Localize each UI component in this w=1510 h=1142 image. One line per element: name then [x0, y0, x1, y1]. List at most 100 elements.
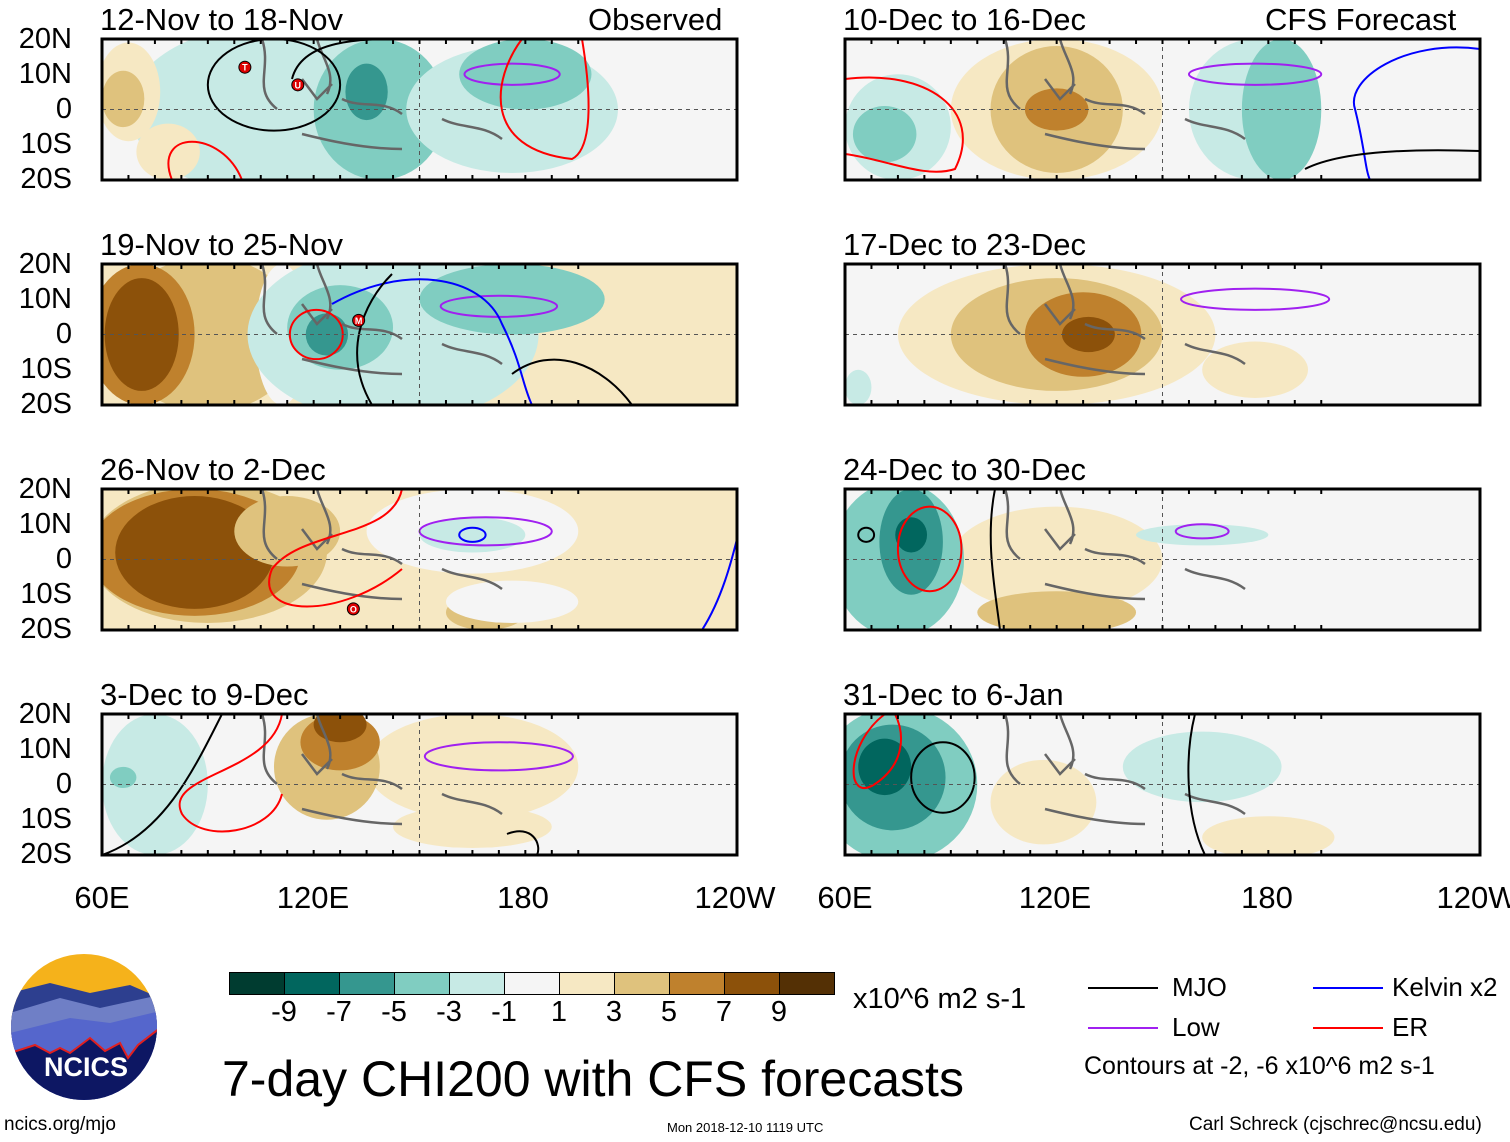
- anomaly-region: [419, 517, 526, 553]
- panel-title: 31-Dec to 6-Jan: [843, 677, 1064, 712]
- lat-label: 20N: [18, 248, 72, 280]
- colorbar-swatch: [670, 973, 725, 994]
- lon-label: 120W: [1436, 880, 1510, 915]
- contour-line: [1187, 714, 1206, 855]
- lat-label: 20S: [20, 613, 72, 645]
- lon-label: 180: [497, 880, 549, 915]
- lat-label: 10N: [18, 733, 72, 765]
- contour-line: [167, 140, 243, 180]
- lon-label: 120E: [276, 880, 350, 915]
- legend-label-mjo: MJO: [1172, 972, 1227, 1002]
- colorbar-tick-label: -7: [326, 996, 352, 1028]
- lon-label: 120E: [1018, 880, 1092, 915]
- anomaly-region: [858, 738, 912, 796]
- colorbar-units: x10^6 m2 s-1: [853, 983, 1027, 1015]
- contour-line: [463, 62, 561, 86]
- colorbar-swatch: [395, 973, 450, 994]
- legend-label-er: ER: [1392, 1012, 1429, 1042]
- contour-line: [268, 489, 403, 608]
- colorbar-tick-label: -9: [271, 996, 297, 1028]
- colorbar-tick-label: 1: [550, 996, 568, 1028]
- contour-line: [989, 489, 1001, 630]
- anomaly-region: [1136, 524, 1269, 546]
- author-credit: Carl Schreck (cjschrec@ncsu.edu): [1189, 1114, 1482, 1135]
- anomaly-region: [445, 580, 579, 623]
- colorbar-tick-label: 3: [605, 996, 623, 1028]
- anomaly-region: [115, 496, 274, 609]
- lon-label: 60E: [74, 880, 130, 915]
- storm-marker: T: [238, 60, 252, 74]
- anomaly-region: [1202, 816, 1335, 855]
- anomaly-region: [102, 714, 208, 855]
- anomaly-region: [345, 63, 388, 121]
- contour-line: [331, 278, 533, 405]
- contour-line: [178, 714, 283, 833]
- colorbar-swatch: [505, 973, 560, 994]
- panel-title: 19-Nov to 25-Nov: [100, 227, 343, 262]
- coastline: [1003, 264, 1246, 376]
- legend-line-kelvin: [1313, 987, 1383, 989]
- coastline: [260, 264, 503, 376]
- coastline: [260, 39, 503, 151]
- anomaly-region: [977, 591, 1137, 630]
- anomaly-region: [419, 264, 605, 335]
- legend-line-er: [1313, 1027, 1383, 1029]
- colorbar-tick-label: -1: [491, 996, 517, 1028]
- storm-letter: M: [355, 316, 363, 326]
- contour-line: [701, 538, 737, 630]
- footer-url[interactable]: ncics.org/mjo: [4, 1114, 116, 1135]
- anomaly-region: [136, 123, 200, 180]
- contour-line: [1304, 149, 1480, 170]
- lat-label: 10S: [20, 803, 72, 835]
- contour-line: [356, 273, 393, 405]
- storm-marker: M: [352, 313, 366, 327]
- colorbar: [229, 972, 835, 995]
- lat-label: 20S: [20, 388, 72, 420]
- anomaly-region: [459, 39, 592, 110]
- contour-line: [845, 76, 964, 173]
- colorbar-swatch: [450, 973, 505, 994]
- anomaly-map-panel: [843, 487, 1482, 632]
- anomaly-region: [313, 714, 367, 743]
- legend-label-low: Low: [1172, 1012, 1220, 1042]
- coastline: [260, 489, 503, 601]
- colorbar-swatch: [560, 973, 615, 994]
- storm-letter: O: [350, 604, 357, 614]
- lat-label: 10N: [18, 58, 72, 90]
- contour-line: [1352, 46, 1480, 180]
- legend-line-low: [1088, 1027, 1158, 1029]
- anomaly-region: [1122, 731, 1282, 803]
- storm-marker: O: [346, 602, 360, 616]
- anomaly-region: [990, 759, 1097, 845]
- lat-label: 20N: [18, 23, 72, 55]
- anomaly-region: [104, 278, 179, 391]
- lon-label: 120W: [694, 880, 776, 915]
- contour-line: [1174, 523, 1230, 540]
- lat-label: 10S: [20, 353, 72, 385]
- observed-label: Observed: [588, 2, 723, 37]
- lat-label: 20S: [20, 163, 72, 195]
- lat-label: 20N: [18, 473, 72, 505]
- contour-line: [857, 526, 876, 543]
- logo-text: NCICS: [44, 1052, 128, 1082]
- colorbar-swatch: [340, 973, 395, 994]
- contour-line: [910, 741, 976, 814]
- contour-line: [1180, 287, 1331, 311]
- anomaly-region: [852, 105, 917, 163]
- anomaly-region: [393, 805, 552, 848]
- lon-label: 180: [1241, 880, 1293, 915]
- coastline: [1003, 39, 1246, 151]
- anomaly-map-panel: M: [100, 262, 739, 407]
- lat-label: 0: [55, 768, 72, 800]
- colorbar-tick-label: 5: [660, 996, 678, 1028]
- ncics-logo: NCICS: [11, 954, 157, 1100]
- anomaly-region: [845, 369, 872, 405]
- storm-marker: U: [291, 78, 305, 92]
- panel-title: 3-Dec to 9-Dec: [100, 677, 309, 712]
- anomaly-region: [102, 70, 145, 128]
- contour-line: [511, 358, 633, 405]
- anomaly-map-panel: O: [100, 487, 739, 632]
- lat-label: 10N: [18, 283, 72, 315]
- lat-label: 10S: [20, 128, 72, 160]
